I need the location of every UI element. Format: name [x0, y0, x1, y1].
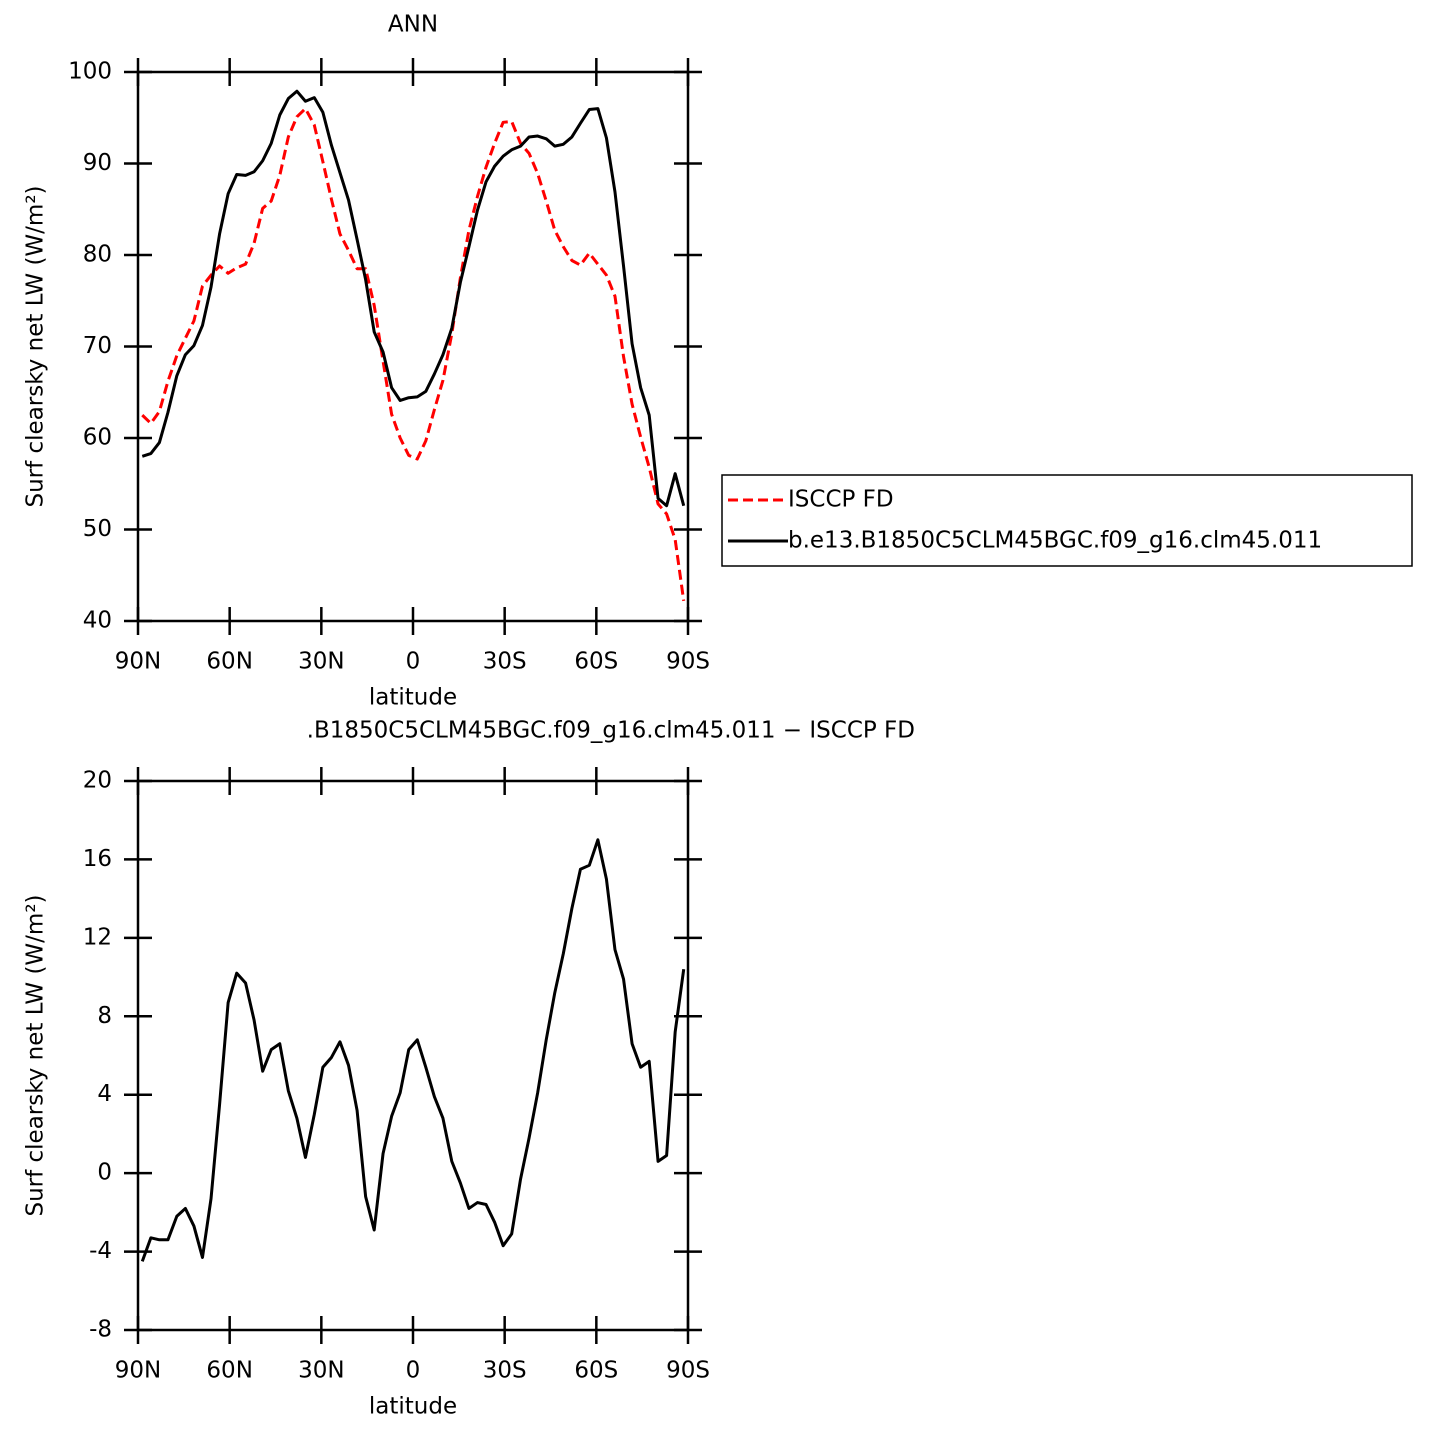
- y-tick-label: 50: [83, 516, 112, 542]
- data-line: [140, 838, 686, 1262]
- chart-title: ANN: [388, 12, 438, 38]
- y-tick-label: 90: [83, 150, 112, 176]
- y-tick-label: 16: [83, 846, 112, 872]
- x-tick-label: 0: [406, 1358, 421, 1384]
- y-tick-label: 0: [97, 1160, 112, 1186]
- plot-frame: [136, 70, 690, 623]
- y-tick-label: -8: [89, 1317, 112, 1343]
- x-tick-label: 30N: [298, 1358, 344, 1384]
- x-tick-label: 90S: [666, 649, 710, 675]
- x-tick-label: 0: [406, 649, 421, 675]
- legend-box: [721, 474, 1413, 567]
- data-line: [141, 89, 686, 508]
- x-tick-label: 90N: [115, 649, 161, 675]
- data-line: [141, 107, 686, 602]
- x-tick-label: 90S: [666, 1358, 710, 1384]
- legend-label: b.e13.B1850C5CLM45BGC.f09_g16.clm45.011: [788, 528, 1322, 554]
- y-tick-label: -4: [89, 1238, 112, 1264]
- y-tick-label: 100: [68, 59, 112, 85]
- y-tick-label: 4: [97, 1081, 112, 1107]
- x-axis-label: latitude: [369, 685, 457, 711]
- plot-frame: [136, 779, 690, 1332]
- y-tick-label: 12: [83, 924, 112, 950]
- x-tick-label: 30S: [483, 649, 527, 675]
- y-tick-label: 20: [83, 768, 112, 794]
- chart-title: .B1850C5CLM45BGC.f09_g16.clm45.011 − ISC…: [307, 718, 915, 744]
- legend-label: ISCCP FD: [788, 487, 894, 513]
- y-tick-label: 60: [83, 425, 112, 451]
- y-axis-label: Surf clearsky net LW (W/m²): [23, 894, 49, 1216]
- y-tick-label: 40: [83, 608, 112, 634]
- x-axis-label: latitude: [369, 1394, 457, 1420]
- x-tick-label: 60S: [574, 649, 618, 675]
- x-tick-label: 60N: [206, 1358, 252, 1384]
- x-tick-label: 90N: [115, 1358, 161, 1384]
- y-axis-label: Surf clearsky net LW (W/m²): [23, 185, 49, 507]
- y-tick-label: 8: [97, 1003, 112, 1029]
- x-tick-label: 30S: [483, 1358, 527, 1384]
- x-tick-label: 30N: [298, 649, 344, 675]
- y-tick-label: 70: [83, 333, 112, 359]
- x-tick-label: 60S: [574, 1358, 618, 1384]
- x-tick-label: 60N: [206, 649, 252, 675]
- y-tick-label: 80: [83, 242, 112, 268]
